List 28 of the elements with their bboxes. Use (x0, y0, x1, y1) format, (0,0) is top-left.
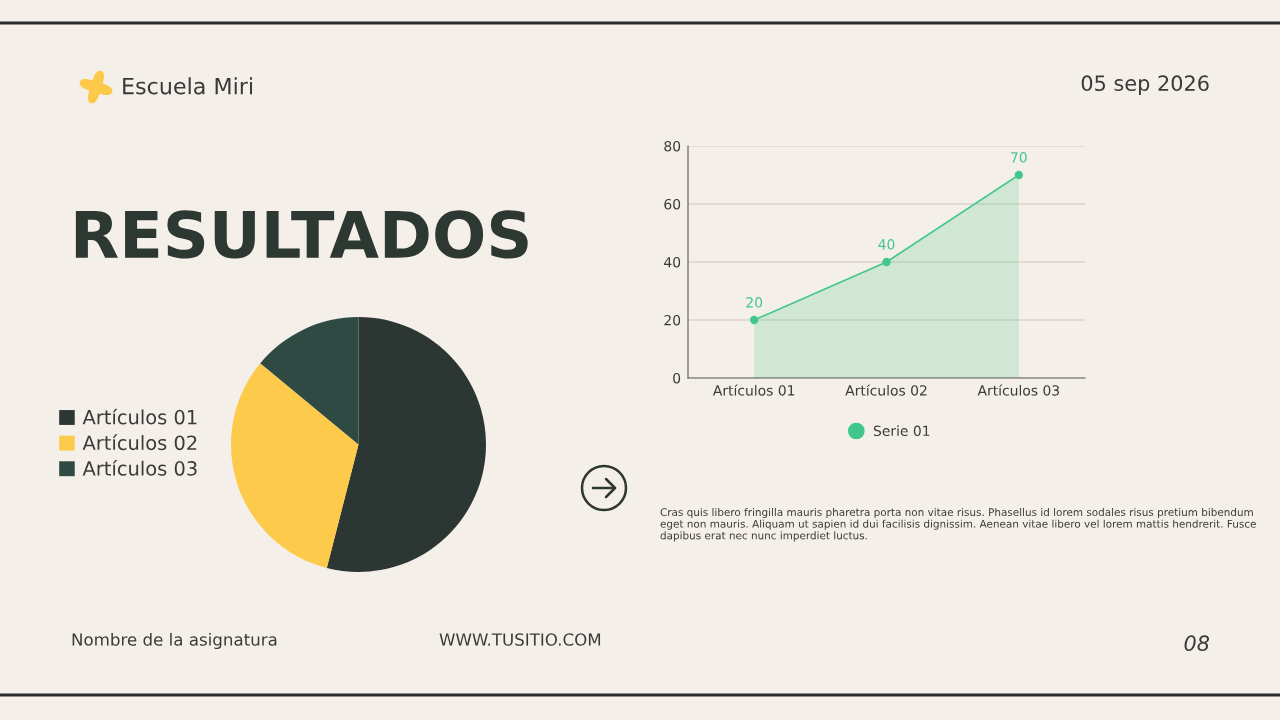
y-tick-label: 40 (664, 256, 681, 268)
pie-slice (231, 363, 359, 568)
legend-label: Artículos 03 (82, 459, 197, 476)
text: Cras quis libero fringilla mauris pharetra porta non vitae risus. Phasellus id lorem sodales risus pretium bibendum eget non mauris. Aliquam ut sapien id dui facilisis dignissim. Aenean vitae libero vel lorem mattis hendrerit. Fusce dapibus erat nec nunc imperdiet luctus. (660, 508, 1256, 542)
x-tick-label: Artículos 03 (977, 384, 1060, 396)
point (882, 257, 891, 267)
text: WWW.TUSITIO.COM (439, 633, 601, 646)
data-label: 70 (1011, 152, 1027, 163)
x-tick-label: Artículos 02 (845, 384, 927, 396)
x-tick-label: Artículos 01 (712, 384, 795, 396)
legend-label: Serie 01 (873, 425, 930, 437)
y-tick-label: 80 (664, 140, 681, 152)
text: Nombre de la asignatura (72, 632, 277, 650)
y-tick-label: 0 (673, 372, 681, 384)
text: Escuela Miri (123, 77, 253, 95)
point (749, 315, 759, 325)
y-tick-label: 20 (664, 314, 681, 326)
data-label: 20 (746, 297, 763, 308)
data-label: 40 (878, 239, 895, 250)
pie-slice (260, 317, 359, 445)
pie-slice (326, 317, 486, 572)
text: 05 sep 2026 (1081, 75, 1209, 96)
y-tick-label: 60 (664, 198, 681, 210)
text: 08 (1184, 635, 1210, 652)
chart-title: RESULTADOS (75, 210, 528, 259)
legend-label: Artículos 01 (82, 408, 197, 425)
legend-label: Artículos 02 (82, 434, 197, 451)
point (1014, 170, 1024, 180)
